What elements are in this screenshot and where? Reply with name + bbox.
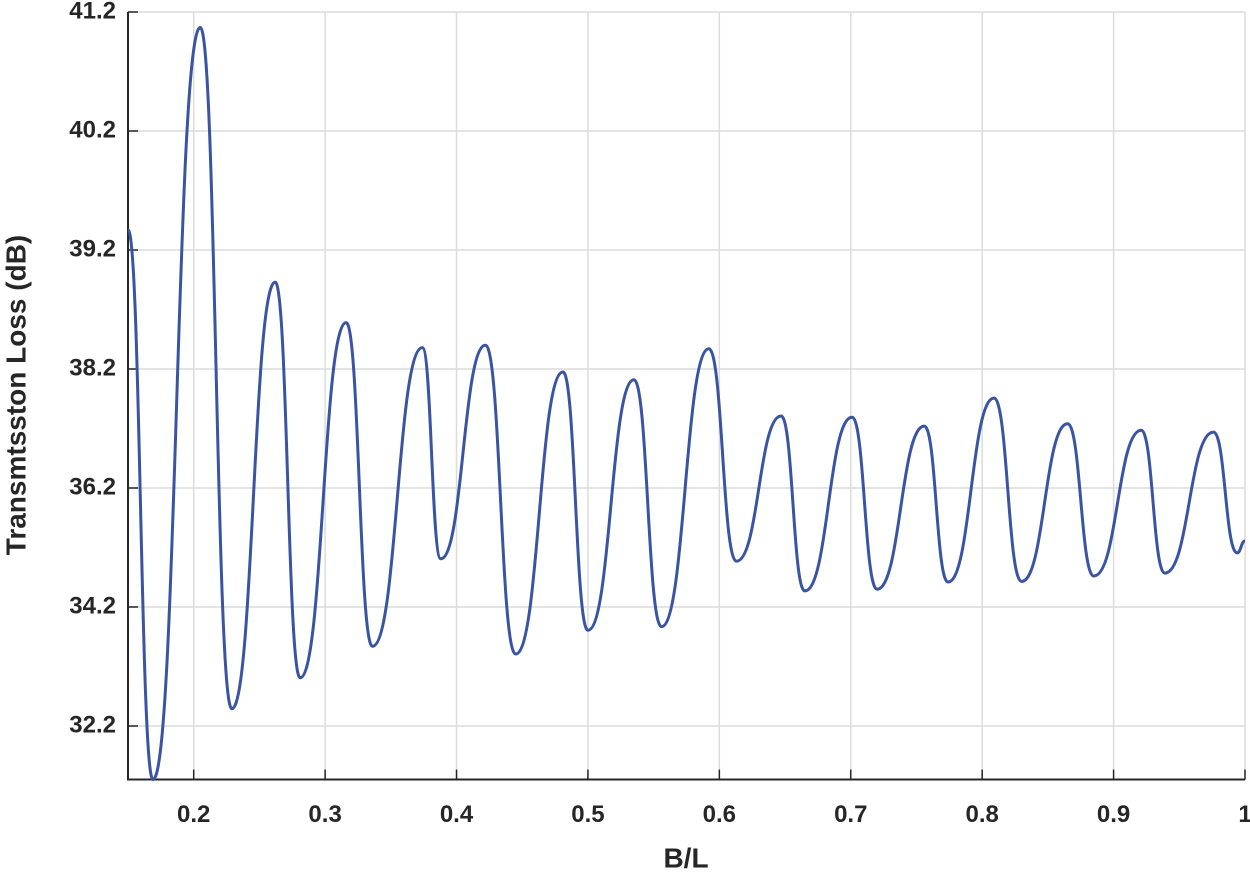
y-tick-label: 34.2 — [69, 592, 116, 619]
x-axis-label: B/L — [663, 842, 708, 873]
x-tick-label: 0.4 — [440, 801, 474, 828]
y-axis-label: Transmtsston Loss (dB) — [0, 235, 31, 555]
x-tick-label: 0.2 — [177, 801, 210, 828]
y-tick-label: 38.2 — [69, 354, 116, 381]
x-tick-label: 0.8 — [965, 801, 998, 828]
y-tick-label: 39.2 — [69, 235, 116, 262]
x-tick-label: 1 — [1238, 801, 1250, 828]
axis-frame — [127, 12, 1245, 781]
y-tick-label: 36.2 — [69, 473, 116, 500]
y-tick-label: 40.2 — [69, 116, 116, 143]
x-tick-label: 0.7 — [834, 801, 867, 828]
x-tick-label: 0.5 — [571, 801, 604, 828]
x-tick-label: 0.6 — [703, 801, 736, 828]
y-tick-label: 41.2 — [69, 0, 116, 24]
data-line — [126, 25, 1246, 782]
x-tick-label: 0.3 — [308, 801, 341, 828]
x-tick-label: 0.9 — [1097, 801, 1130, 828]
y-tick-label: 32.2 — [69, 711, 116, 738]
